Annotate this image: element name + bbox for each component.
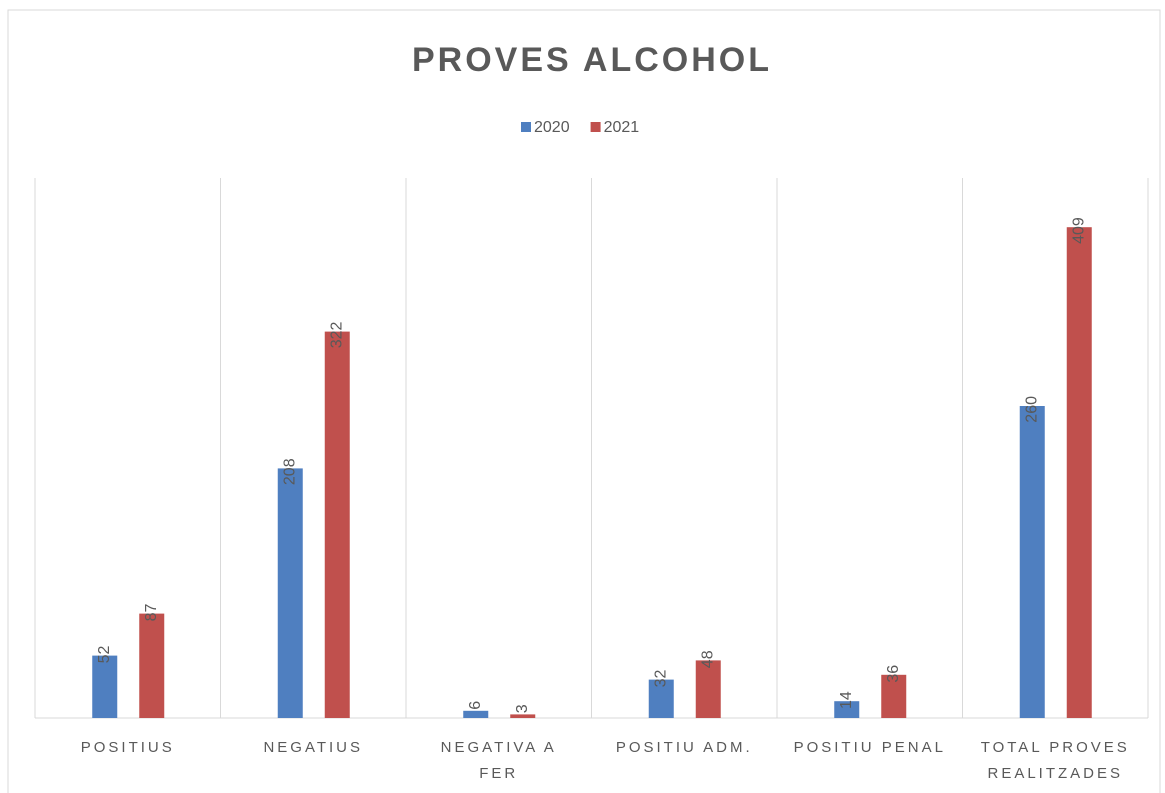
bar — [1066, 227, 1092, 718]
bar — [92, 655, 118, 718]
x-tick-label: POSITIU PENAL — [793, 739, 946, 756]
legend-swatch — [590, 122, 601, 132]
data-label: 14 — [838, 691, 855, 709]
x-tick-label: POSITIU ADM. — [615, 739, 753, 756]
x-tick-label: POSITIUS — [80, 739, 175, 756]
data-label: 36 — [885, 665, 902, 683]
data-label: 409 — [1070, 217, 1087, 244]
bar — [695, 660, 721, 718]
data-label: 3 — [514, 704, 531, 713]
x-tick-label: NEGATIVA A FER — [440, 739, 557, 782]
bar — [881, 674, 907, 718]
data-label: 322 — [328, 322, 345, 349]
chart-title: PROVES ALCOHOL — [412, 41, 772, 79]
data-label: 6 — [467, 701, 484, 710]
data-label: 260 — [1023, 396, 1040, 423]
bar — [1019, 406, 1045, 718]
bar — [139, 613, 165, 718]
data-label: 208 — [281, 458, 298, 485]
data-label: 87 — [143, 603, 160, 621]
data-label: 48 — [699, 650, 716, 668]
bar — [463, 710, 489, 718]
data-label: 32 — [652, 669, 669, 687]
bar — [648, 679, 674, 718]
legend-swatch — [521, 122, 531, 132]
bar — [277, 468, 303, 718]
bar — [834, 701, 860, 718]
chart-border — [7, 9, 1161, 793]
bar — [324, 331, 350, 718]
x-tick-label: NEGATIUS — [263, 739, 364, 756]
legend-label: 2020 — [534, 119, 570, 136]
bar — [510, 714, 536, 718]
legend-label: 2021 — [604, 119, 640, 136]
data-label: 52 — [96, 645, 113, 663]
x-tick-label: TOTAL PROVES REALITZADES — [980, 739, 1130, 782]
